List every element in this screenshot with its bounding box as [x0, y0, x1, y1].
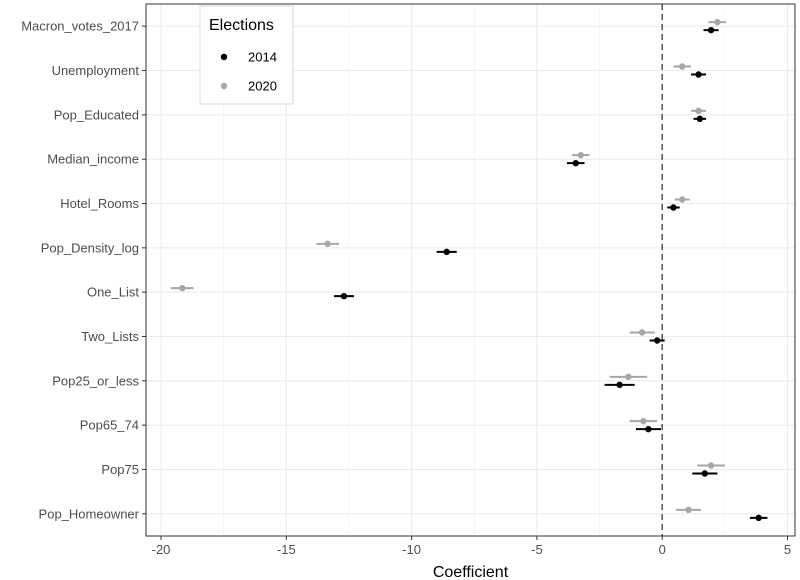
point-2020-Median_income — [571, 151, 590, 159]
point-marker — [638, 329, 646, 336]
point-marker — [640, 417, 647, 425]
y-tick-label: Hotel_Rooms — [60, 196, 139, 211]
point-marker — [443, 248, 450, 256]
point-2020-Pop75 — [697, 462, 725, 469]
legend-label: 2020 — [248, 79, 277, 94]
legend-item-2014: 2014 — [220, 50, 277, 65]
x-tick-labels: -20 -15 -10 -5 0 5 — [152, 536, 791, 557]
point-marker — [616, 381, 623, 389]
x-axis-title: Coefficient — [433, 564, 509, 580]
point-marker — [695, 71, 702, 78]
point-2020-Pop_Educated — [691, 107, 707, 115]
legend-box — [199, 5, 294, 105]
point-2014-Two_Lists — [649, 337, 665, 344]
point-marker — [577, 151, 584, 159]
y-tick-label: Pop_Educated — [54, 107, 139, 122]
x-tick-label: -20 — [152, 542, 171, 557]
x-tick-label: -5 — [531, 542, 543, 557]
legend-marker — [220, 53, 228, 61]
point-marker — [701, 470, 708, 477]
y-tick-label: Pop75 — [101, 462, 139, 477]
point-marker — [685, 506, 692, 514]
point-marker — [324, 240, 331, 248]
y-tick-label: Macron_votes_2017 — [21, 19, 139, 34]
point-2014-Hotel_Rooms — [667, 204, 680, 211]
point-2020-One_List — [171, 284, 194, 292]
y-tick-label: Pop65_74 — [80, 418, 139, 433]
point-2020-Hotel_Rooms — [674, 196, 690, 203]
point-marker — [670, 204, 677, 211]
point-marker — [645, 425, 652, 433]
point-2020-Macron_votes_2017 — [708, 18, 727, 26]
x-tick-label: 5 — [784, 542, 791, 557]
y-tick-label: Unemployment — [52, 63, 140, 78]
point-2014-Median_income — [566, 159, 585, 167]
point-marker — [679, 196, 686, 203]
legend-item-2020: 2020 — [220, 79, 277, 94]
point-marker — [755, 514, 762, 522]
point-2014-Pop_Homeowner — [749, 514, 768, 522]
point-marker — [572, 159, 579, 167]
point-marker — [695, 107, 702, 115]
point-2020-Pop65_74 — [629, 417, 658, 425]
point-2020-Pop_Homeowner — [675, 506, 702, 514]
point-marker — [707, 462, 715, 469]
point-marker — [679, 63, 686, 70]
legend-marker — [220, 82, 228, 90]
point-2020-Two_Lists — [629, 329, 655, 336]
point-marker — [340, 292, 348, 300]
point-2014-Pop25_or_less — [604, 381, 635, 389]
y-tick-label: Median_income — [47, 152, 139, 167]
point-marker — [653, 337, 661, 344]
y-tick-label: Pop_Density_log — [41, 240, 139, 255]
legend-title: Elections — [209, 17, 274, 34]
y-tick-label: Two_Lists — [81, 329, 139, 344]
point-2014-Pop_Educated — [693, 115, 707, 123]
point-2014-Unemployment — [691, 71, 707, 78]
point-2020-Pop25_or_less — [609, 373, 648, 381]
point-marker — [707, 26, 715, 34]
point-2014-One_List — [333, 292, 354, 300]
data-marks — [171, 18, 768, 522]
point-marker — [696, 115, 703, 123]
point-2014-Pop_Density_log — [436, 248, 457, 256]
point-marker — [714, 18, 721, 26]
y-tick-label: Pop_Homeowner — [39, 506, 140, 521]
point-2020-Unemployment — [673, 63, 692, 70]
point-marker — [625, 373, 632, 381]
point-2014-Macron_votes_2017 — [703, 26, 719, 34]
point-marker — [179, 284, 186, 292]
x-tick-label: -10 — [402, 542, 421, 557]
legend-label: 2014 — [248, 50, 277, 65]
point-2020-Pop_Density_log — [316, 240, 339, 248]
x-tick-label: -15 — [277, 542, 296, 557]
y-tick-labels: Macron_votes_2017 Unemployment Pop_Educate… — [21, 19, 146, 521]
legend: Elections 2014 2020 — [199, 5, 294, 105]
point-2014-Pop65_74 — [635, 425, 661, 433]
y-tick-label: Pop25_or_less — [52, 373, 139, 388]
point-2014-Pop75 — [692, 470, 718, 477]
legend-items: 2014 2020 — [220, 50, 277, 94]
y-tick-label: One_List — [87, 285, 139, 300]
x-tick-label: 0 — [659, 542, 666, 557]
panel-border — [145, 3, 796, 537]
